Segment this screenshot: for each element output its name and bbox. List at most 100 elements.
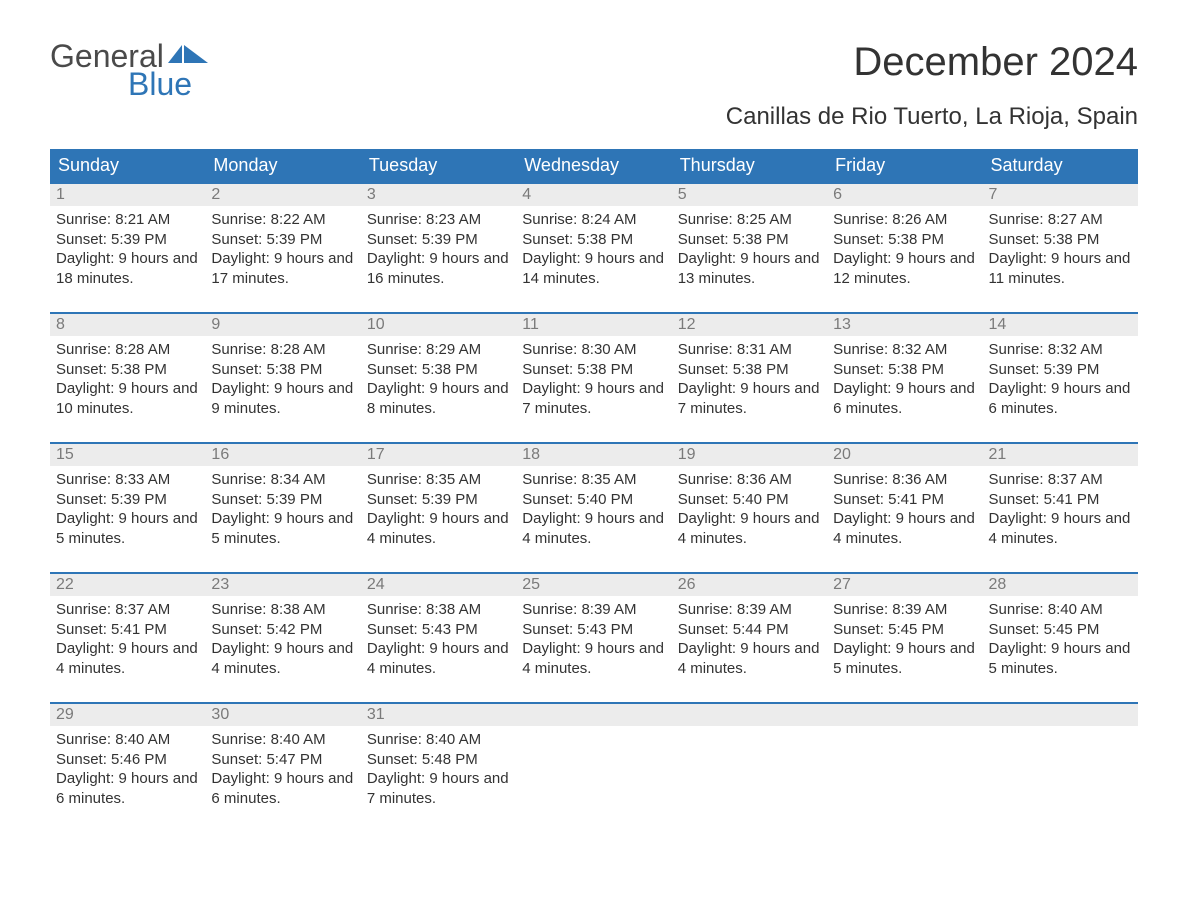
- sunset-line: Sunset: 5:38 PM: [678, 230, 821, 250]
- day-number: 16: [205, 444, 360, 466]
- day-cell: 24Sunrise: 8:38 AMSunset: 5:43 PMDayligh…: [361, 574, 516, 702]
- sunrise-line: Sunrise: 8:34 AM: [211, 470, 354, 490]
- daylight-line: Daylight: 9 hours and 9 minutes.: [211, 379, 354, 418]
- day-cell: 21Sunrise: 8:37 AMSunset: 5:41 PMDayligh…: [983, 444, 1138, 572]
- day-cell: 16Sunrise: 8:34 AMSunset: 5:39 PMDayligh…: [205, 444, 360, 572]
- sunset-line: Sunset: 5:38 PM: [833, 230, 976, 250]
- sunset-line: Sunset: 5:38 PM: [211, 360, 354, 380]
- week-row: 29Sunrise: 8:40 AMSunset: 5:46 PMDayligh…: [50, 702, 1138, 832]
- day-cell: 18Sunrise: 8:35 AMSunset: 5:40 PMDayligh…: [516, 444, 671, 572]
- day-body: Sunrise: 8:29 AMSunset: 5:38 PMDaylight:…: [361, 336, 516, 426]
- day-cell: [983, 704, 1138, 832]
- sunset-line: Sunset: 5:45 PM: [989, 620, 1132, 640]
- day-number: 3: [361, 184, 516, 206]
- day-cell: 12Sunrise: 8:31 AMSunset: 5:38 PMDayligh…: [672, 314, 827, 442]
- day-body: Sunrise: 8:40 AMSunset: 5:47 PMDaylight:…: [205, 726, 360, 816]
- sunrise-line: Sunrise: 8:33 AM: [56, 470, 199, 490]
- daylight-line: Daylight: 9 hours and 16 minutes.: [367, 249, 510, 288]
- daylight-line: Daylight: 9 hours and 4 minutes.: [989, 509, 1132, 548]
- day-cell: 6Sunrise: 8:26 AMSunset: 5:38 PMDaylight…: [827, 184, 982, 312]
- day-cell: [827, 704, 982, 832]
- day-number: 4: [516, 184, 671, 206]
- sunset-line: Sunset: 5:41 PM: [56, 620, 199, 640]
- sunset-line: Sunset: 5:43 PM: [522, 620, 665, 640]
- day-body: Sunrise: 8:34 AMSunset: 5:39 PMDaylight:…: [205, 466, 360, 556]
- daylight-line: Daylight: 9 hours and 13 minutes.: [678, 249, 821, 288]
- sunrise-line: Sunrise: 8:32 AM: [989, 340, 1132, 360]
- sunrise-line: Sunrise: 8:37 AM: [56, 600, 199, 620]
- sunrise-line: Sunrise: 8:22 AM: [211, 210, 354, 230]
- sunset-line: Sunset: 5:39 PM: [989, 360, 1132, 380]
- day-number: [827, 704, 982, 726]
- day-body: Sunrise: 8:40 AMSunset: 5:48 PMDaylight:…: [361, 726, 516, 816]
- day-number: 29: [50, 704, 205, 726]
- daylight-line: Daylight: 9 hours and 4 minutes.: [678, 639, 821, 678]
- week-row: 15Sunrise: 8:33 AMSunset: 5:39 PMDayligh…: [50, 442, 1138, 572]
- day-number: 1: [50, 184, 205, 206]
- daylight-line: Daylight: 9 hours and 14 minutes.: [522, 249, 665, 288]
- sunrise-line: Sunrise: 8:32 AM: [833, 340, 976, 360]
- week-row: 8Sunrise: 8:28 AMSunset: 5:38 PMDaylight…: [50, 312, 1138, 442]
- sunrise-line: Sunrise: 8:40 AM: [367, 730, 510, 750]
- day-number: 19: [672, 444, 827, 466]
- day-cell: 20Sunrise: 8:36 AMSunset: 5:41 PMDayligh…: [827, 444, 982, 572]
- day-header-fri: Friday: [827, 149, 982, 182]
- day-number: [672, 704, 827, 726]
- day-number: 17: [361, 444, 516, 466]
- header: General Blue December 2024 Canillas de R…: [50, 40, 1138, 141]
- sunset-line: Sunset: 5:46 PM: [56, 750, 199, 770]
- sunrise-line: Sunrise: 8:23 AM: [367, 210, 510, 230]
- daylight-line: Daylight: 9 hours and 12 minutes.: [833, 249, 976, 288]
- day-body: Sunrise: 8:38 AMSunset: 5:43 PMDaylight:…: [361, 596, 516, 686]
- sunrise-line: Sunrise: 8:28 AM: [211, 340, 354, 360]
- day-number: 22: [50, 574, 205, 596]
- calendar: Sunday Monday Tuesday Wednesday Thursday…: [50, 149, 1138, 832]
- day-cell: 27Sunrise: 8:39 AMSunset: 5:45 PMDayligh…: [827, 574, 982, 702]
- sunrise-line: Sunrise: 8:28 AM: [56, 340, 199, 360]
- day-body: Sunrise: 8:39 AMSunset: 5:44 PMDaylight:…: [672, 596, 827, 686]
- sunset-line: Sunset: 5:38 PM: [989, 230, 1132, 250]
- day-body: Sunrise: 8:27 AMSunset: 5:38 PMDaylight:…: [983, 206, 1138, 296]
- sunrise-line: Sunrise: 8:30 AM: [522, 340, 665, 360]
- sunrise-line: Sunrise: 8:38 AM: [211, 600, 354, 620]
- sunrise-line: Sunrise: 8:29 AM: [367, 340, 510, 360]
- day-number: 14: [983, 314, 1138, 336]
- day-cell: 2Sunrise: 8:22 AMSunset: 5:39 PMDaylight…: [205, 184, 360, 312]
- day-header-row: Sunday Monday Tuesday Wednesday Thursday…: [50, 149, 1138, 182]
- day-number: 24: [361, 574, 516, 596]
- day-header-mon: Monday: [205, 149, 360, 182]
- day-cell: 17Sunrise: 8:35 AMSunset: 5:39 PMDayligh…: [361, 444, 516, 572]
- day-number: 10: [361, 314, 516, 336]
- sunrise-line: Sunrise: 8:40 AM: [989, 600, 1132, 620]
- day-cell: 10Sunrise: 8:29 AMSunset: 5:38 PMDayligh…: [361, 314, 516, 442]
- sunset-line: Sunset: 5:39 PM: [56, 230, 199, 250]
- sunrise-line: Sunrise: 8:21 AM: [56, 210, 199, 230]
- day-header-sat: Saturday: [983, 149, 1138, 182]
- day-header-wed: Wednesday: [516, 149, 671, 182]
- daylight-line: Daylight: 9 hours and 5 minutes.: [211, 509, 354, 548]
- day-cell: 13Sunrise: 8:32 AMSunset: 5:38 PMDayligh…: [827, 314, 982, 442]
- sunrise-line: Sunrise: 8:31 AM: [678, 340, 821, 360]
- sunrise-line: Sunrise: 8:39 AM: [833, 600, 976, 620]
- sunrise-line: Sunrise: 8:35 AM: [522, 470, 665, 490]
- sunset-line: Sunset: 5:39 PM: [367, 230, 510, 250]
- day-number: 27: [827, 574, 982, 596]
- day-number: 23: [205, 574, 360, 596]
- day-body: Sunrise: 8:24 AMSunset: 5:38 PMDaylight:…: [516, 206, 671, 296]
- day-body: Sunrise: 8:28 AMSunset: 5:38 PMDaylight:…: [50, 336, 205, 426]
- sunrise-line: Sunrise: 8:36 AM: [678, 470, 821, 490]
- day-number: 31: [361, 704, 516, 726]
- day-cell: 29Sunrise: 8:40 AMSunset: 5:46 PMDayligh…: [50, 704, 205, 832]
- day-cell: 22Sunrise: 8:37 AMSunset: 5:41 PMDayligh…: [50, 574, 205, 702]
- day-number: 12: [672, 314, 827, 336]
- day-cell: 9Sunrise: 8:28 AMSunset: 5:38 PMDaylight…: [205, 314, 360, 442]
- day-cell: [672, 704, 827, 832]
- sunrise-line: Sunrise: 8:24 AM: [522, 210, 665, 230]
- day-cell: 19Sunrise: 8:36 AMSunset: 5:40 PMDayligh…: [672, 444, 827, 572]
- day-body: Sunrise: 8:39 AMSunset: 5:45 PMDaylight:…: [827, 596, 982, 686]
- sunset-line: Sunset: 5:38 PM: [522, 360, 665, 380]
- sunrise-line: Sunrise: 8:37 AM: [989, 470, 1132, 490]
- sunrise-line: Sunrise: 8:39 AM: [522, 600, 665, 620]
- day-cell: 1Sunrise: 8:21 AMSunset: 5:39 PMDaylight…: [50, 184, 205, 312]
- sunset-line: Sunset: 5:39 PM: [211, 230, 354, 250]
